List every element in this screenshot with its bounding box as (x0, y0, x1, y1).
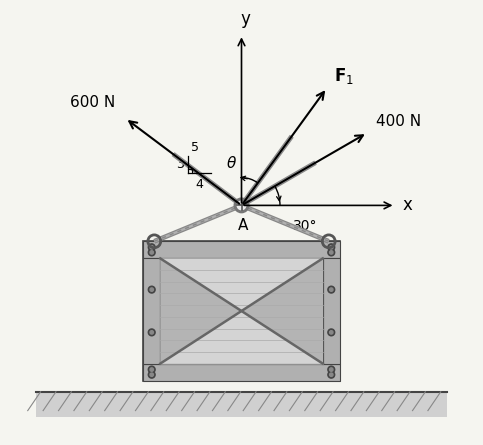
Circle shape (328, 249, 335, 256)
Circle shape (234, 198, 249, 213)
Text: 3: 3 (176, 158, 184, 171)
Circle shape (329, 368, 333, 371)
Text: x: x (402, 196, 412, 214)
Bar (143, 241, 340, 259)
Bar (36, 392, 447, 417)
Bar (143, 259, 160, 364)
Circle shape (148, 371, 155, 378)
Circle shape (329, 246, 333, 249)
Text: 4: 4 (196, 178, 203, 191)
Circle shape (148, 329, 155, 336)
Circle shape (150, 373, 154, 376)
Circle shape (148, 249, 155, 256)
Circle shape (148, 244, 155, 251)
Circle shape (329, 288, 333, 291)
Bar (323, 259, 340, 364)
Circle shape (150, 331, 154, 334)
Text: $\theta$: $\theta$ (226, 155, 237, 171)
Polygon shape (160, 259, 242, 364)
Bar (143, 241, 340, 380)
Bar (160, 259, 323, 364)
Text: y: y (241, 9, 251, 28)
Text: A: A (238, 218, 248, 233)
Circle shape (150, 368, 154, 371)
Circle shape (150, 288, 154, 291)
Text: $\mathbf{F}_1$: $\mathbf{F}_1$ (334, 66, 354, 86)
Polygon shape (160, 259, 323, 311)
Circle shape (150, 251, 154, 254)
Circle shape (237, 201, 246, 210)
Circle shape (328, 286, 335, 293)
Text: 30°: 30° (293, 219, 317, 233)
Text: 400 N: 400 N (376, 114, 421, 129)
Circle shape (329, 373, 333, 376)
Circle shape (329, 331, 333, 334)
Circle shape (150, 246, 154, 249)
Circle shape (148, 366, 155, 373)
Circle shape (328, 371, 335, 378)
Circle shape (148, 286, 155, 293)
Polygon shape (160, 311, 323, 364)
Circle shape (328, 366, 335, 373)
Circle shape (328, 329, 335, 336)
Text: 5: 5 (191, 141, 199, 154)
Text: 600 N: 600 N (70, 95, 115, 109)
Bar (143, 364, 340, 380)
Circle shape (329, 251, 333, 254)
Polygon shape (242, 259, 323, 364)
Circle shape (328, 244, 335, 251)
